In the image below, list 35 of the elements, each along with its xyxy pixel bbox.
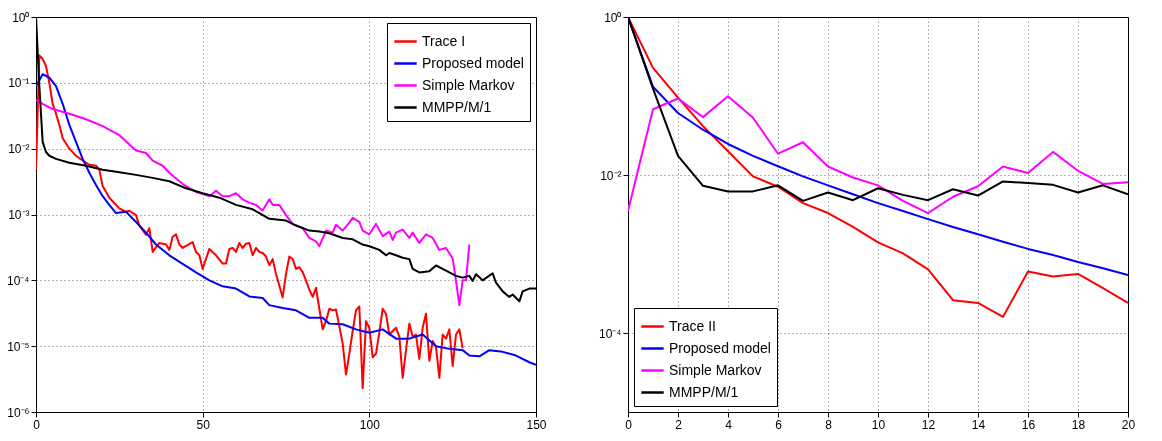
x-tick-label: 4 [725, 417, 733, 432]
y-tick-label: 10⁻³ [8, 208, 30, 222]
legend-label: Proposed model [422, 54, 524, 71]
x-tick-label: 100 [359, 417, 381, 432]
x-tick-label: 150 [526, 417, 547, 432]
legend-label: Simple Markov [422, 76, 515, 93]
x-tick-label: 0 [625, 417, 633, 432]
x-tick-label: 6 [775, 417, 783, 432]
y-tick-label: 10⁻² [600, 168, 622, 183]
x-tick-label: 16 [1021, 417, 1036, 432]
y-tick-label: 10⁻² [8, 142, 30, 157]
y-tick-label: 10⁻⁴ [598, 326, 622, 341]
legend-label: MMPP/M/1 [669, 383, 739, 400]
x-tick-label: 18 [1071, 417, 1086, 432]
legend-label: Proposed model [669, 339, 771, 356]
y-tick-label: 10⁻⁶ [7, 405, 30, 420]
legend-label: MMPP/M/1 [422, 98, 492, 115]
y-tick-label: 10⁰ [12, 10, 30, 25]
x-tick-label: 8 [825, 417, 833, 432]
line-series [36, 73, 536, 366]
x-tick-label: 14 [971, 417, 986, 432]
x-tick-label: 12 [921, 417, 936, 432]
line-series [628, 95, 1128, 215]
x-tick-label: 50 [196, 417, 211, 432]
y-tick-label: 10⁻⁵ [7, 339, 30, 354]
x-tick-label: 10 [871, 417, 886, 432]
y-tick-label: 10⁻⁴ [6, 273, 30, 288]
y-tick-label: 10⁰ [604, 10, 622, 25]
legend-label: Simple Markov [669, 361, 762, 378]
y-tick-label: 10⁻¹ [8, 76, 30, 91]
legend-label: Trace II [669, 317, 716, 334]
x-tick-label: 0 [33, 417, 41, 432]
legend-label: Trace I [422, 32, 466, 49]
x-tick-label: 2 [675, 417, 683, 432]
x-tick-label: 20 [1121, 417, 1136, 432]
